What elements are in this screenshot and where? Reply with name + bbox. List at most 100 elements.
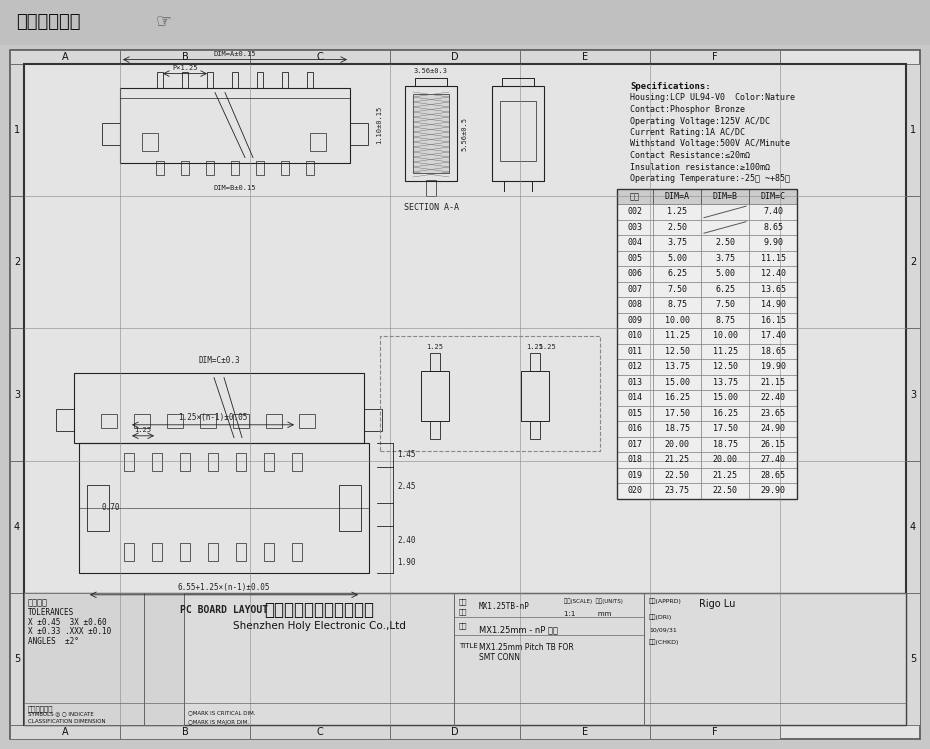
Text: 020: 020 (628, 486, 643, 495)
Bar (701, 219, 749, 235)
Bar (701, 251, 749, 266)
Bar (653, 328, 701, 344)
Text: 审核(CHKD): 审核(CHKD) (649, 640, 680, 646)
Bar (617, 360, 653, 374)
Text: 批准(APPRD): 批准(APPRD) (649, 598, 682, 604)
Bar (120, 50, 250, 64)
Text: ANGLES  ±2°: ANGLES ±2° (28, 637, 79, 646)
Bar (617, 483, 653, 499)
Text: Contact:Phosphor Bronze: Contact:Phosphor Bronze (630, 105, 745, 114)
Bar (390, 725, 520, 739)
Bar (413, 94, 449, 173)
Bar (653, 483, 701, 499)
Bar (653, 344, 701, 360)
Text: Shenzhen Holy Electronic Co.,Ltd: Shenzhen Holy Electronic Co.,Ltd (232, 621, 405, 631)
Bar (653, 360, 701, 374)
Bar (749, 390, 797, 406)
Bar (653, 374, 701, 390)
Text: 6.55+1.25×(n-1)±0.05: 6.55+1.25×(n-1)±0.05 (178, 583, 271, 592)
Bar (617, 328, 653, 344)
Bar (157, 72, 163, 88)
Bar (617, 282, 653, 297)
Bar (617, 219, 653, 235)
Bar (79, 443, 369, 573)
Text: 14.90: 14.90 (761, 300, 786, 309)
Text: 2.40: 2.40 (397, 536, 416, 545)
Text: Rigo Lu: Rigo Lu (699, 598, 736, 609)
Bar (10, 461, 24, 592)
Text: 10/09/31: 10/09/31 (649, 628, 677, 633)
Bar (208, 453, 218, 471)
Bar (653, 282, 701, 297)
Bar (134, 413, 150, 428)
Text: 013: 013 (628, 378, 643, 387)
Text: 品名: 品名 (459, 623, 468, 629)
Text: 7.50: 7.50 (715, 300, 735, 309)
Text: 012: 012 (628, 363, 643, 372)
Bar (200, 413, 216, 428)
Bar (653, 390, 701, 406)
Bar (102, 123, 120, 145)
Bar (701, 421, 749, 437)
Bar (701, 328, 749, 344)
Text: 比例(SCALE)  单位(UNITS): 比例(SCALE) 单位(UNITS) (564, 598, 623, 604)
Text: 1.25: 1.25 (667, 207, 687, 216)
Bar (124, 453, 134, 471)
Bar (653, 235, 701, 251)
Text: 8.75: 8.75 (715, 316, 735, 325)
Text: 18.75: 18.75 (712, 440, 737, 449)
Text: 016: 016 (628, 425, 643, 434)
Text: Contact Resistance:≤20mΩ: Contact Resistance:≤20mΩ (630, 151, 750, 160)
Text: 1:1          mm: 1:1 mm (564, 610, 611, 616)
Text: 2.50: 2.50 (715, 238, 735, 247)
Bar (653, 437, 701, 452)
Bar (530, 421, 540, 439)
Text: 28.65: 28.65 (761, 471, 786, 480)
Bar (521, 371, 549, 421)
Text: 13.75: 13.75 (712, 378, 737, 387)
Bar (617, 344, 653, 360)
Text: 2.50: 2.50 (667, 223, 687, 232)
Text: 3.75: 3.75 (667, 238, 687, 247)
Bar (701, 406, 749, 421)
Bar (749, 219, 797, 235)
Bar (617, 421, 653, 437)
Text: 11.15: 11.15 (761, 254, 786, 263)
Bar (653, 467, 701, 483)
Bar (10, 725, 120, 739)
Bar (749, 437, 797, 452)
Bar (180, 543, 190, 561)
Text: 007: 007 (628, 285, 643, 294)
Bar (749, 312, 797, 328)
Bar (749, 452, 797, 467)
Text: SMT CONN: SMT CONN (479, 653, 520, 662)
Bar (299, 413, 315, 428)
Bar (430, 421, 440, 439)
Text: 12.50: 12.50 (665, 347, 689, 356)
Text: Housing:LCP UL94-V0  Color:Nature: Housing:LCP UL94-V0 Color:Nature (630, 94, 795, 103)
Text: 0.70: 0.70 (101, 503, 120, 512)
Bar (906, 461, 920, 592)
Text: 21.15: 21.15 (761, 378, 786, 387)
Bar (617, 204, 653, 219)
Text: 003: 003 (628, 223, 643, 232)
Text: 1.90: 1.90 (397, 558, 416, 567)
Text: 1.10±0.15: 1.10±0.15 (376, 106, 382, 145)
Text: 3.75: 3.75 (715, 254, 735, 263)
Bar (10, 64, 24, 196)
Text: 10.00: 10.00 (712, 332, 737, 341)
Text: 15.00: 15.00 (712, 393, 737, 402)
Text: 5.00: 5.00 (715, 270, 735, 279)
Bar (530, 353, 540, 371)
Text: 17.50: 17.50 (665, 409, 689, 418)
Bar (701, 452, 749, 467)
Text: 009: 009 (628, 316, 643, 325)
Bar (701, 189, 749, 204)
Bar (208, 543, 218, 561)
Bar (701, 467, 749, 483)
Text: 12.50: 12.50 (712, 363, 737, 372)
Text: 在线图纸下载: 在线图纸下载 (16, 13, 81, 31)
Text: 006: 006 (628, 270, 643, 279)
Text: 13.65: 13.65 (761, 285, 786, 294)
Text: 3.56±0.3: 3.56±0.3 (414, 68, 448, 74)
